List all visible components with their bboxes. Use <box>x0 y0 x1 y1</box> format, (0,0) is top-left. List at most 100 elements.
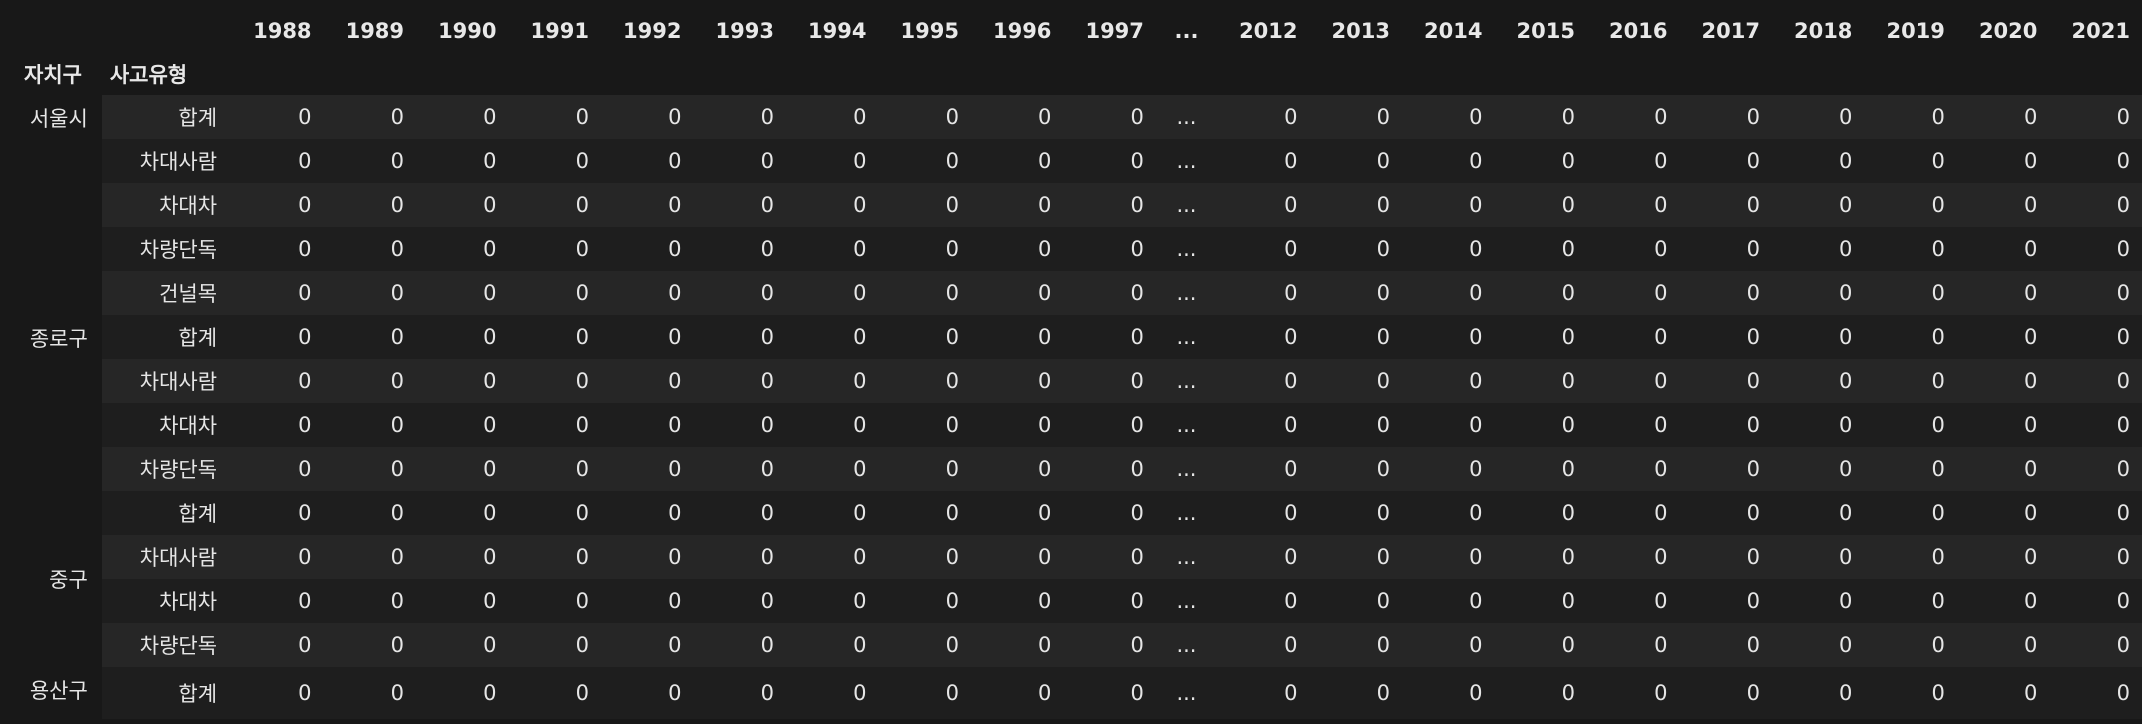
data-cell: 0 <box>1771 491 1865 535</box>
data-cell: 0 <box>1956 535 2050 579</box>
column-header: 1988 <box>253 18 312 43</box>
data-cell: 0 <box>1771 403 1865 447</box>
data-cell: 0 <box>2049 623 2142 667</box>
data-cell: 0 <box>323 447 417 491</box>
data-cell: 0 <box>1402 359 1495 403</box>
row-index-accident-type: 차대차 <box>101 403 232 447</box>
data-cell: 0 <box>1217 183 1310 227</box>
data-cell: 0 <box>2049 359 2142 403</box>
data-cell: 0 <box>1309 491 1402 535</box>
data-cell: 0 <box>1864 667 1957 719</box>
data-cell: 0 <box>878 667 971 719</box>
row-index-district: 중구 <box>6 491 102 667</box>
data-cell: 0 <box>508 359 601 403</box>
data-cell: 0 <box>508 139 601 183</box>
data-cell: 0 <box>1864 95 1957 139</box>
data-cell: 0 <box>1309 315 1402 359</box>
data-cell: 0 <box>878 403 971 447</box>
data-cell: 0 <box>323 491 417 535</box>
data-cell: 0 <box>1309 579 1402 623</box>
data-cell: 0 <box>416 183 509 227</box>
data-cell: 0 <box>878 315 971 359</box>
table-row: 차대차 0 0 0 0 0 0 0 0 0 0... 0 0 0 0 0 0 0 0 0 0 <box>6 579 2142 623</box>
column-header: 2018 <box>1793 18 1853 43</box>
data-cell: 0 <box>1402 403 1495 447</box>
data-cell: 0 <box>878 447 971 491</box>
data-cell: 0 <box>970 315 1064 359</box>
data-cell: 0 <box>1956 227 2050 271</box>
data-cell: 0 <box>1063 403 1156 447</box>
data-cell: 0 <box>1956 359 2050 403</box>
data-cell: 0 <box>1864 183 1957 227</box>
header-blank-cell <box>785 53 879 95</box>
row-index-accident-type: 차대사람 <box>101 535 232 579</box>
header-blank-cell <box>2049 53 2142 95</box>
data-cell: 0 <box>693 579 786 623</box>
data-cell: 0 <box>1494 227 1587 271</box>
data-cell: 0 <box>1771 227 1865 271</box>
table-row: 차량단독 0 0 0 0 0 0 0 0 0 0... 0 0 0 0 0 0 0 0 0 0 <box>6 447 2142 491</box>
ellipsis-cell: ... <box>1155 535 1218 579</box>
data-cell: 0 <box>1956 95 2050 139</box>
data-cell: 0 <box>1217 667 1310 719</box>
data-cell: 0 <box>1063 315 1156 359</box>
data-cell: 0 <box>1494 579 1587 623</box>
data-cell: 0 <box>693 227 786 271</box>
data-cell: 0 <box>1217 139 1310 183</box>
row-index-accident-type: 차량단독 <box>101 623 232 667</box>
data-cell: 0 <box>1494 315 1587 359</box>
data-cell: 0 <box>323 315 417 359</box>
data-cell: 0 <box>416 403 509 447</box>
data-cell: 0 <box>601 271 694 315</box>
data-cell: 0 <box>2049 403 2142 447</box>
data-cell: 0 <box>693 359 786 403</box>
data-cell: 0 <box>416 491 509 535</box>
data-cell: 0 <box>231 227 324 271</box>
data-cell: 0 <box>416 271 509 315</box>
data-cell: 0 <box>2049 491 2142 535</box>
data-cell: 0 <box>1771 183 1865 227</box>
data-cell: 0 <box>1586 447 1680 491</box>
data-cell: 0 <box>1586 359 1680 403</box>
header-blank-cell <box>231 53 324 95</box>
column-header: ... <box>1174 18 1199 43</box>
ellipsis-cell: ... <box>1155 183 1218 227</box>
header-blank-cell <box>693 53 786 95</box>
data-cell: 0 <box>878 623 971 667</box>
data-cell: 0 <box>970 579 1064 623</box>
data-cell: 0 <box>1956 271 2050 315</box>
data-cell: 0 <box>1217 359 1310 403</box>
data-cell: 0 <box>323 403 417 447</box>
data-cell: 0 <box>1063 535 1156 579</box>
data-cell: 0 <box>1679 139 1772 183</box>
data-cell: 0 <box>231 271 324 315</box>
data-cell: 0 <box>601 579 694 623</box>
data-cell: 0 <box>1402 271 1495 315</box>
data-cell: 0 <box>1586 315 1680 359</box>
data-cell: 0 <box>1402 667 1495 719</box>
header-blank-cell <box>1586 53 1680 95</box>
data-cell: 0 <box>693 315 786 359</box>
data-cell: 0 <box>601 623 694 667</box>
row-index-accident-type: 차대사람 <box>101 139 232 183</box>
data-cell: 0 <box>1217 315 1310 359</box>
data-cell: 0 <box>601 139 694 183</box>
data-cell: 0 <box>601 447 694 491</box>
data-cell: 0 <box>1217 491 1310 535</box>
data-cell: 0 <box>1309 403 1402 447</box>
data-cell: 0 <box>878 535 971 579</box>
data-cell: 0 <box>1679 491 1772 535</box>
table-row: 종로구 합계 0 0 0 0 0 0 0 0 0 0... 0 0 0 0 0 0 0 0 0 0 <box>6 315 2142 491</box>
data-cell: 0 <box>1956 315 2050 359</box>
row-index-accident-type: 합계 <box>101 95 232 139</box>
header-blank-cell <box>1217 53 1310 95</box>
data-cell: 0 <box>1402 579 1495 623</box>
data-cell: 0 <box>1679 315 1772 359</box>
data-cell: 0 <box>323 183 417 227</box>
row-index-district: 서울시 <box>6 95 102 315</box>
data-cell: 0 <box>323 579 417 623</box>
header-blank-cell <box>1771 53 1865 95</box>
data-cell: 0 <box>1063 95 1156 139</box>
data-cell: 0 <box>1956 491 2050 535</box>
data-cell: 0 <box>323 227 417 271</box>
